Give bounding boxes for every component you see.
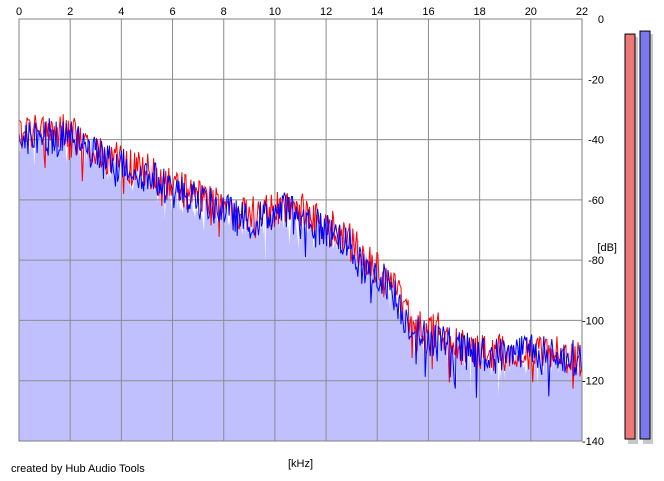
y-tick-label: -60 [588,195,604,207]
x-tick-label: 12 [320,6,332,18]
x-tick-label: 2 [67,6,73,18]
credit-label: created by Hub Audio Tools [11,463,145,475]
y-tick-label: -100 [582,315,604,327]
y-tick-label: -80 [588,255,604,267]
spectrum-fill-area [19,121,582,441]
x-tick-label: 18 [474,6,486,18]
y-axis-label: [dB] [597,242,617,254]
level-meter-bar [639,30,651,440]
x-tick-label: 20 [525,6,537,18]
x-tick-label: 10 [269,6,281,18]
y-tick-label: -120 [582,376,604,388]
x-tick-label: 0 [16,6,22,18]
x-tick-label: 8 [221,6,227,18]
x-tick-label: 14 [371,6,383,18]
y-tick-label: -20 [588,74,604,86]
series-line-1 [18,114,583,391]
plot-frame [18,18,583,442]
y-tick-label: 0 [598,14,604,26]
x-tick-label: 4 [118,6,124,18]
x-tick-label: 6 [169,6,175,18]
series-line-2 [18,118,583,398]
x-tick-label: 16 [422,6,434,18]
x-tick-label: 22 [576,6,588,18]
y-tick-label: -40 [588,135,604,147]
level-meter-bar [624,33,636,440]
y-tick-label: -140 [582,436,604,448]
x-axis-label: [kHz] [288,458,313,470]
